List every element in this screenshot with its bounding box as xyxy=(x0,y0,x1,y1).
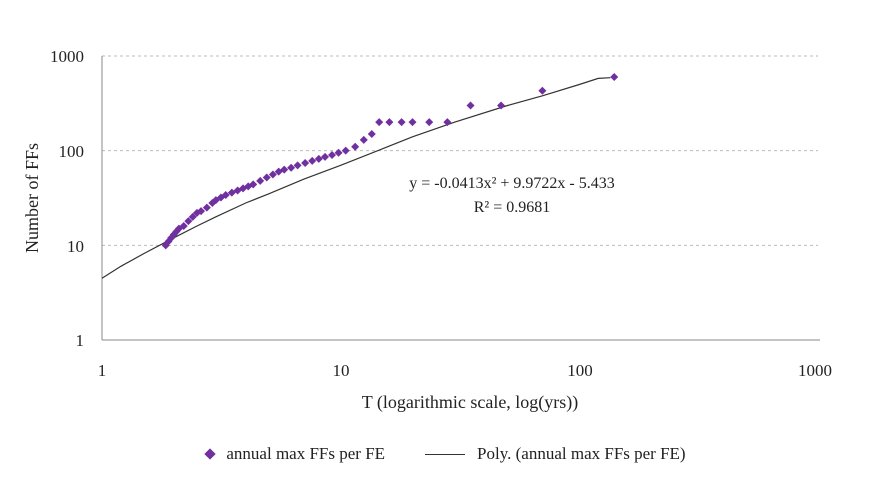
data-point xyxy=(249,180,258,189)
data-point xyxy=(367,129,376,138)
scatter-series xyxy=(161,73,619,250)
data-point xyxy=(443,118,452,127)
data-point xyxy=(280,165,289,174)
data-point xyxy=(287,163,296,172)
data-point xyxy=(314,154,323,163)
data-point xyxy=(610,73,619,82)
data-point xyxy=(385,118,394,127)
legend-label-scatter: annual max FFs per FE xyxy=(226,444,386,463)
legend-label-trendline: Poly. (annual max FFs per FE) xyxy=(477,444,686,463)
data-point xyxy=(197,207,206,216)
y-tick-10: 10 xyxy=(67,237,84,256)
x-tick-10: 10 xyxy=(333,361,350,380)
data-point xyxy=(341,146,350,155)
axes xyxy=(101,56,820,341)
trend-r-squared: R² = 0.9681 xyxy=(474,199,551,216)
data-point xyxy=(408,118,417,127)
data-point xyxy=(466,101,475,110)
data-point xyxy=(397,118,406,127)
data-point xyxy=(425,118,434,127)
line-marker-icon xyxy=(425,453,466,455)
data-point xyxy=(538,86,547,95)
legend-item-scatter: annual max FFs per FE xyxy=(204,444,386,464)
trend-equation: y = -0.0413x² + 9.9722x - 5.433 xyxy=(409,175,615,192)
y-tick-100: 100 xyxy=(59,142,85,161)
data-point xyxy=(221,191,230,200)
data-point xyxy=(293,161,302,170)
data-point xyxy=(334,148,343,157)
data-point xyxy=(308,156,317,165)
y-axis-title: Number of FFs xyxy=(22,143,42,253)
data-point xyxy=(256,176,265,185)
data-point xyxy=(351,142,360,151)
y-tick-1000: 1000 xyxy=(50,47,84,66)
data-point xyxy=(497,101,506,110)
x-tick-labels: 1 10 100 1000 xyxy=(98,361,832,380)
legend: annual max FFs per FE Poly. (annual max … xyxy=(0,440,892,468)
data-point xyxy=(184,217,193,226)
data-point xyxy=(375,118,384,127)
chart-svg: 1000 100 10 1 1 10 100 1000 T (logarithm… xyxy=(22,47,832,413)
diamond-marker-icon xyxy=(204,448,217,460)
data-point xyxy=(188,212,197,221)
y-tick-labels: 1000 100 10 1 xyxy=(50,47,84,350)
data-point xyxy=(268,170,277,179)
data-point xyxy=(328,150,337,159)
x-tick-100: 100 xyxy=(567,361,593,380)
data-point xyxy=(321,152,330,161)
x-tick-1: 1 xyxy=(98,361,107,380)
data-point xyxy=(262,173,271,182)
legend-item-trendline: Poly. (annual max FFs per FE) xyxy=(425,444,686,464)
data-point xyxy=(202,203,211,212)
x-tick-1000: 1000 xyxy=(798,361,832,380)
data-point xyxy=(359,135,368,144)
data-point xyxy=(301,159,310,168)
gridlines xyxy=(102,55,818,246)
data-point xyxy=(179,222,188,231)
x-axis-title: T (logarithmic scale, log(yrs)) xyxy=(362,392,579,413)
y-tick-1: 1 xyxy=(76,331,85,350)
